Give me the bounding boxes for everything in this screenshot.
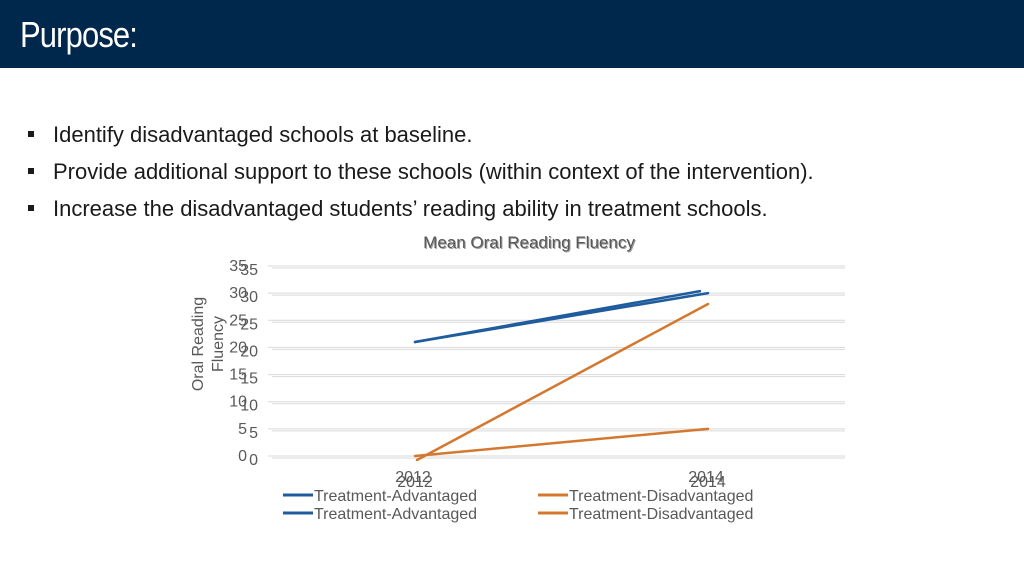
bullet-text: Increase the disadvantaged students’ rea… — [53, 196, 768, 221]
square-bullet-icon — [28, 205, 34, 211]
bullet-item: Identify disadvantaged schools at baseli… — [28, 116, 814, 153]
y-tick-label: 20 — [240, 343, 258, 360]
x-tick-label: 2014 — [690, 474, 726, 491]
legend-label: Treatment-Advantaged — [314, 506, 477, 523]
y-tick-label: 0 — [238, 448, 247, 465]
x-tick-label: 2012 — [395, 469, 431, 486]
y-tick-label: 30 — [240, 289, 258, 306]
page-title: Purpose: — [20, 14, 138, 55]
bullet-item: Increase the disadvantaged students’ rea… — [28, 190, 814, 227]
y-tick-label: 20 — [229, 339, 247, 356]
series-line — [413, 427, 710, 458]
y-tick-label: 15 — [240, 371, 258, 388]
y-tick-label: 25 — [240, 316, 258, 333]
header-bar: Purpose: — [0, 0, 1024, 68]
bullet-item: Provide additional support to these scho… — [28, 153, 814, 190]
y-axis-label: Fluency — [210, 316, 227, 372]
square-bullet-icon — [28, 168, 34, 174]
y-tick-label: 5 — [238, 421, 247, 438]
y-tick-label: 15 — [229, 367, 247, 384]
chart-title: Mean Oral Reading Fluency — [423, 233, 635, 252]
x-tick-label: 2012 — [397, 474, 433, 491]
bullet-text: Provide additional support to these scho… — [53, 159, 814, 184]
series-line — [413, 291, 710, 344]
square-bullet-icon — [28, 131, 34, 137]
bullet-list: Identify disadvantaged schools at baseli… — [28, 116, 814, 227]
legend-label: Treatment-Advantaged — [314, 488, 477, 505]
y-tick-label: 5 — [249, 425, 258, 442]
y-tick-label: 10 — [229, 394, 247, 411]
legend-label: Treatment-Disadvantaged — [569, 488, 753, 505]
bullet-text: Identify disadvantaged schools at baseli… — [53, 122, 473, 147]
legend-label: Treatment-Disadvantaged — [569, 506, 753, 523]
series-line — [415, 302, 710, 462]
y-tick-label: 30 — [229, 285, 247, 302]
chart-title: Mean Oral Reading Fluency — [424, 234, 636, 253]
y-tick-label: 0 — [249, 452, 258, 469]
y-tick-label: 35 — [240, 262, 258, 279]
y-tick-label: 25 — [229, 312, 247, 329]
y-axis-label: Oral Reading — [190, 297, 207, 391]
y-tick-label: 10 — [240, 398, 258, 415]
x-tick-label: 2014 — [688, 469, 724, 486]
y-tick-label: 35 — [229, 258, 247, 275]
